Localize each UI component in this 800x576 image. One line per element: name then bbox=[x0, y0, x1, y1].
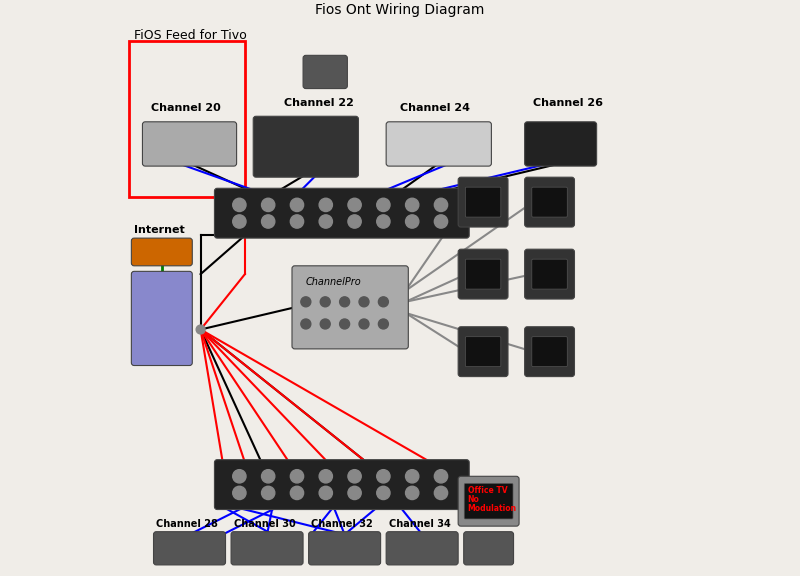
Circle shape bbox=[434, 198, 448, 211]
Circle shape bbox=[348, 215, 362, 228]
Circle shape bbox=[290, 469, 304, 483]
FancyBboxPatch shape bbox=[142, 122, 237, 166]
Circle shape bbox=[196, 325, 205, 334]
Circle shape bbox=[319, 469, 333, 483]
FancyBboxPatch shape bbox=[532, 337, 567, 366]
Bar bbox=[129, 41, 245, 196]
FancyBboxPatch shape bbox=[309, 532, 381, 565]
Circle shape bbox=[290, 486, 304, 499]
Text: No: No bbox=[467, 495, 479, 505]
Circle shape bbox=[233, 215, 246, 228]
FancyBboxPatch shape bbox=[231, 532, 303, 565]
FancyBboxPatch shape bbox=[466, 187, 501, 217]
FancyBboxPatch shape bbox=[532, 187, 567, 217]
Circle shape bbox=[377, 215, 390, 228]
Circle shape bbox=[319, 198, 333, 211]
Circle shape bbox=[320, 297, 330, 307]
FancyBboxPatch shape bbox=[525, 177, 574, 227]
FancyBboxPatch shape bbox=[458, 327, 508, 377]
Text: Channel 30: Channel 30 bbox=[234, 519, 295, 529]
FancyBboxPatch shape bbox=[466, 337, 501, 366]
Circle shape bbox=[377, 469, 390, 483]
Circle shape bbox=[233, 486, 246, 499]
FancyBboxPatch shape bbox=[303, 55, 347, 89]
Text: Channel 20: Channel 20 bbox=[150, 104, 221, 113]
Circle shape bbox=[377, 198, 390, 211]
Circle shape bbox=[233, 469, 246, 483]
FancyBboxPatch shape bbox=[464, 532, 514, 565]
Circle shape bbox=[406, 215, 419, 228]
Circle shape bbox=[406, 469, 419, 483]
Text: Office TV: Office TV bbox=[467, 486, 507, 495]
Text: Channel 32: Channel 32 bbox=[311, 519, 373, 529]
Circle shape bbox=[434, 486, 448, 499]
Circle shape bbox=[262, 198, 275, 211]
Circle shape bbox=[378, 297, 388, 307]
Text: Channel 34: Channel 34 bbox=[389, 519, 450, 529]
Text: Channel 26: Channel 26 bbox=[533, 98, 603, 108]
Text: Channel 28: Channel 28 bbox=[156, 519, 218, 529]
Circle shape bbox=[348, 469, 362, 483]
Circle shape bbox=[301, 319, 311, 329]
Circle shape bbox=[359, 319, 369, 329]
FancyBboxPatch shape bbox=[525, 122, 597, 166]
FancyBboxPatch shape bbox=[292, 266, 408, 349]
Circle shape bbox=[348, 198, 362, 211]
Circle shape bbox=[233, 198, 246, 211]
Text: ChannelPro: ChannelPro bbox=[306, 277, 362, 287]
FancyBboxPatch shape bbox=[466, 259, 501, 289]
Circle shape bbox=[377, 486, 390, 499]
FancyBboxPatch shape bbox=[154, 532, 226, 565]
Circle shape bbox=[434, 215, 448, 228]
Circle shape bbox=[319, 486, 333, 499]
Circle shape bbox=[262, 486, 275, 499]
Circle shape bbox=[378, 319, 388, 329]
FancyBboxPatch shape bbox=[525, 327, 574, 377]
Text: Channel 22: Channel 22 bbox=[284, 98, 354, 108]
Circle shape bbox=[406, 198, 419, 211]
Circle shape bbox=[301, 297, 311, 307]
Text: Channel 24: Channel 24 bbox=[400, 104, 470, 113]
Text: Modulation: Modulation bbox=[467, 504, 517, 513]
FancyBboxPatch shape bbox=[214, 188, 470, 238]
Circle shape bbox=[406, 486, 419, 499]
FancyBboxPatch shape bbox=[214, 460, 470, 510]
Title: Fios Ont Wiring Diagram: Fios Ont Wiring Diagram bbox=[315, 3, 485, 17]
FancyBboxPatch shape bbox=[131, 271, 192, 366]
Circle shape bbox=[340, 297, 350, 307]
Circle shape bbox=[348, 486, 362, 499]
Circle shape bbox=[359, 297, 369, 307]
FancyBboxPatch shape bbox=[386, 122, 491, 166]
Circle shape bbox=[262, 215, 275, 228]
Circle shape bbox=[434, 469, 448, 483]
FancyBboxPatch shape bbox=[458, 177, 508, 227]
FancyBboxPatch shape bbox=[464, 483, 513, 519]
FancyBboxPatch shape bbox=[131, 238, 192, 266]
FancyBboxPatch shape bbox=[254, 116, 358, 177]
FancyBboxPatch shape bbox=[525, 249, 574, 299]
Circle shape bbox=[340, 319, 350, 329]
FancyBboxPatch shape bbox=[458, 476, 519, 526]
FancyBboxPatch shape bbox=[458, 249, 508, 299]
Circle shape bbox=[320, 319, 330, 329]
Text: Internet: Internet bbox=[134, 225, 185, 236]
Circle shape bbox=[290, 215, 304, 228]
FancyBboxPatch shape bbox=[532, 259, 567, 289]
FancyBboxPatch shape bbox=[386, 532, 458, 565]
Circle shape bbox=[319, 215, 333, 228]
Text: FiOS Feed for Tivo: FiOS Feed for Tivo bbox=[134, 29, 247, 41]
Circle shape bbox=[290, 198, 304, 211]
Circle shape bbox=[262, 469, 275, 483]
